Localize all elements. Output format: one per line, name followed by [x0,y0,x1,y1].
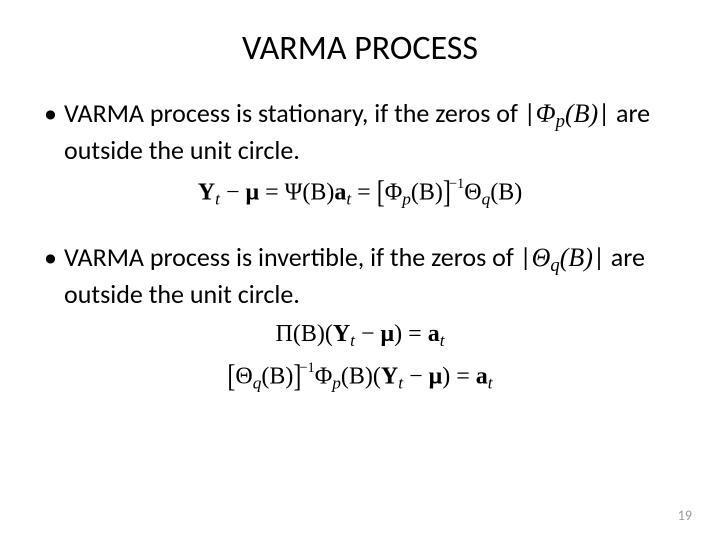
eq3-p: p [332,374,341,393]
equation-invertible-1: Π(B)(Yt − μ) = at [40,321,680,351]
bullet2-pre: VARMA process is invertible, if the zero… [64,241,532,273]
eq1-Psi: Ψ [285,180,303,206]
slide-container: VARMA PROCESS VARMA process is stationar… [0,0,720,540]
eq3-inv: −1 [299,360,314,376]
bullet1-pre: VARMA process is stationary, if the zero… [64,97,536,129]
eq2-lp1: ( [325,321,333,347]
equation-invertible-2: [Θq(B)]−1Φp(B)(Yt − μ) = at [40,360,680,393]
eq3-t2: t [488,374,493,393]
eq2-Pi: Π [275,321,292,347]
eq2-mu1: μ [381,321,395,347]
eq2-minus1: − [355,321,381,347]
eq1-lbr: [ [377,176,385,211]
eq3-rbr: ] [293,360,301,395]
eq1-p: p [402,189,411,208]
eq1-eq2: = [351,180,377,206]
equation-stationary: Yt − μ = Ψ(B)at = [Φp(B)]−1Θq(B) [40,176,680,209]
bullet-stationary: VARMA process is stationary, if the zero… [40,97,680,166]
eq2-a1: a [428,321,440,347]
eq1-Theta: Θ [464,180,481,206]
eq1-eq1: = [259,180,285,206]
eq3-lp: ( [373,364,381,390]
eq2-B1: (B) [293,321,325,347]
eq3-lbr: [ [227,360,235,395]
eq2-Y: Y [333,321,350,347]
bullet1-phi: Φ [536,99,556,128]
eq2-eq1: = [402,321,428,347]
bullet2-arg: (B) [560,243,593,272]
eq3-Phi: Φ [315,364,333,390]
eq2-t2: t [440,330,445,349]
eq1-inv: −1 [449,176,464,192]
eq1-B3: (B) [490,180,522,206]
bullet2-theta: Θ [532,243,551,272]
eq3-Theta: Θ [235,364,252,390]
eq3-minus: − [403,364,429,390]
bullet1-sub: p [556,111,565,132]
eq2-rp1: ) [394,321,402,347]
slide-title: VARMA PROCESS [40,28,680,69]
eq1-Y: Y [198,180,215,206]
eq1-minus: − [220,180,246,206]
eq1-B2: (B) [411,180,443,206]
eq3-a: a [476,364,488,390]
eq1-Phi: Φ [385,180,403,206]
eq1-a1: a [334,180,346,206]
eq3-B2: (B) [341,364,373,390]
eq3-Y: Y [381,364,398,390]
eq1-B1: (B) [302,180,334,206]
eq3-eq: = [450,364,476,390]
bullet-invertible: VARMA process is invertible, if the zero… [40,241,680,310]
eq1-rbr: ] [443,176,451,211]
eq3-B1: (B) [261,364,293,390]
eq3-mu: μ [429,364,443,390]
page-number: 19 [678,507,692,524]
bullet2-sub: q [550,256,559,277]
bullet1-arg: (B) [565,99,598,128]
eq1-q: q [482,189,491,208]
eq1-mu: μ [245,180,259,206]
